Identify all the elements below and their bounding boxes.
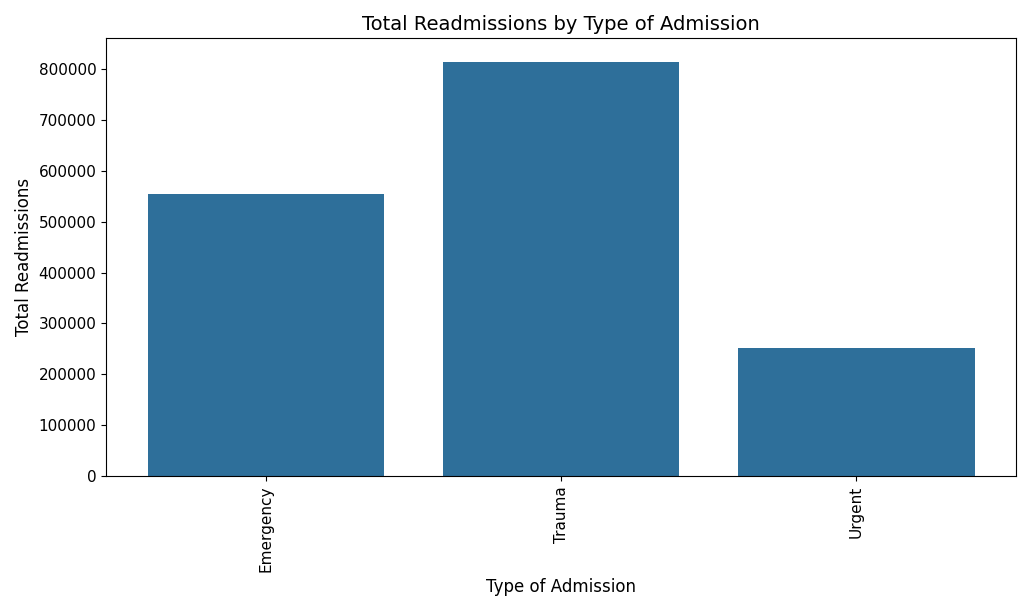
X-axis label: Type of Admission: Type of Admission [486,578,636,596]
Bar [147,194,384,476]
Bar [738,348,974,476]
Title: Total Readmissions by Type of Admission: Total Readmissions by Type of Admission [362,15,760,34]
Y-axis label: Total Readmissions: Total Readmissions [15,178,33,336]
Bar [443,62,679,476]
